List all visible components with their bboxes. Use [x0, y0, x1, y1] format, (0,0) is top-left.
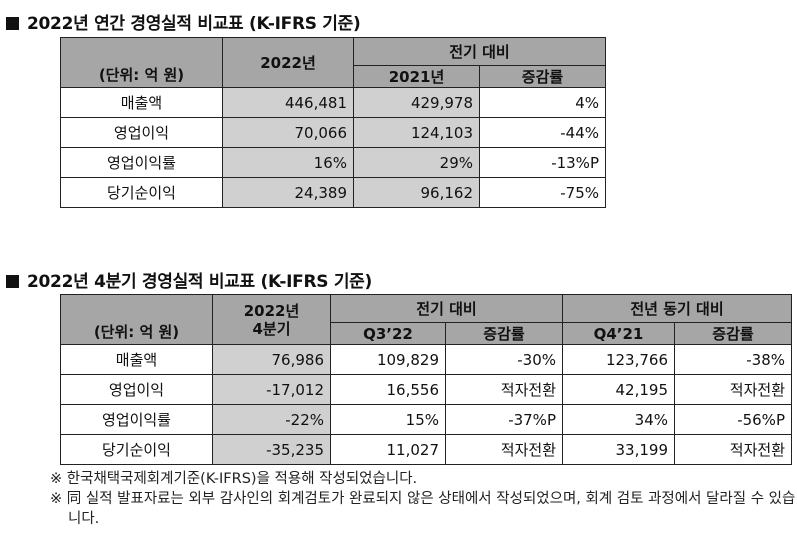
cell-q4py: 42,195: [562, 374, 675, 405]
col-header-change: 증감률: [479, 65, 606, 88]
row-label: 당기순이익: [60, 177, 223, 208]
cell-q4py: 33,199: [562, 434, 675, 465]
cell-qoq: -30%: [445, 344, 563, 375]
cell-current: 70,066: [222, 117, 354, 148]
footnote-ifrs: ※ 한국채택국제회계기준(K-IFRS)을 적용해 작성되었습니다.: [50, 471, 418, 487]
col-header-yoy-group: 전년 동기 대비: [562, 294, 792, 323]
cell-current: -17,012: [212, 374, 331, 405]
col-header-yoy-change: 증감률: [674, 322, 792, 345]
row-label: 당기순이익: [60, 434, 213, 465]
quarterly-results-table: (단위: 억 원) 2022년 4분기 전기 대비 전년 동기 대비 Q3’22…: [60, 294, 792, 465]
annual-results-table: (단위: 억 원) 2022년 전기 대비 2021년 증감률 매출액 446,…: [60, 37, 606, 208]
cell-q3: 15%: [330, 404, 446, 435]
row-label: 영업이익률: [60, 147, 223, 178]
row-label: 영업이익: [60, 117, 223, 148]
row-label: 매출액: [60, 87, 223, 118]
col-header-2022: 2022년: [222, 37, 354, 88]
cell-yoy: 적자전환: [674, 434, 792, 465]
cell-yoy: -38%: [674, 344, 792, 375]
unit-label: (단위: 억 원): [60, 294, 213, 345]
table-row: 영업이익률 -22% 15% -37%P 34% -56%P: [60, 404, 792, 435]
col-header-q3-22: Q3’22: [330, 322, 446, 345]
cell-current: -22%: [212, 404, 331, 435]
row-label: 영업이익: [60, 374, 213, 405]
cell-q4py: 34%: [562, 404, 675, 435]
row-label: 영업이익률: [60, 404, 213, 435]
cell-change: -13%P: [479, 147, 606, 178]
cell-current: 16%: [222, 147, 354, 178]
cell-q3: 16,556: [330, 374, 446, 405]
table-row: 매출액 446,481 429,978 4%: [60, 87, 606, 118]
footnote-audit: ※ 同 실적 발표자료는 외부 감사인의 회계검토가 완료되지 않은 상태에서 …: [50, 491, 796, 527]
cell-qoq: 적자전환: [445, 374, 563, 405]
cell-change: -75%: [479, 177, 606, 208]
cell-current: 446,481: [222, 87, 354, 118]
cell-prev: 29%: [353, 147, 480, 178]
cell-qoq: 적자전환: [445, 434, 563, 465]
cell-current: 76,986: [212, 344, 331, 375]
table-row: 매출액 76,986 109,829 -30% 123,766 -38%: [60, 344, 792, 375]
square-bullet-icon: [6, 275, 19, 288]
cell-change: -44%: [479, 117, 606, 148]
table-row: 영업이익 -17,012 16,556 적자전환 42,195 적자전환: [60, 374, 792, 405]
cell-q4py: 123,766: [562, 344, 675, 375]
cell-qoq: -37%P: [445, 404, 563, 435]
row-label: 매출액: [60, 344, 213, 375]
cell-change: 4%: [479, 87, 606, 118]
col-header-2022-q4: 2022년 4분기: [212, 294, 331, 345]
table-row: 당기순이익 -35,235 11,027 적자전환 33,199 적자전환: [60, 434, 792, 465]
footnotes: ※ 한국채택국제회계기준(K-IFRS)을 적용해 작성되었습니다. ※ 同 실…: [50, 469, 797, 529]
col-header-qoq-change: 증감률: [445, 322, 563, 345]
table-row: 영업이익 70,066 124,103 -44%: [60, 117, 606, 148]
col-header-prev-group: 전기 대비: [353, 37, 606, 66]
col-header-qoq-group: 전기 대비: [330, 294, 563, 323]
cell-q3: 11,027: [330, 434, 446, 465]
cell-current: 24,389: [222, 177, 354, 208]
table-row: 영업이익률 16% 29% -13%P: [60, 147, 606, 178]
cell-prev: 124,103: [353, 117, 480, 148]
cell-q3: 109,829: [330, 344, 446, 375]
col-header-q4-21: Q4’21: [562, 322, 675, 345]
annual-section-title: 2022년 연간 경영실적 비교표 (K-IFRS 기준): [6, 9, 361, 34]
cell-current: -35,235: [212, 434, 331, 465]
square-bullet-icon: [6, 17, 19, 30]
quarterly-section-title: 2022년 4분기 경영실적 비교표 (K-IFRS 기준): [6, 267, 372, 292]
unit-label: (단위: 억 원): [60, 37, 223, 88]
table-row: 당기순이익 24,389 96,162 -75%: [60, 177, 606, 208]
cell-prev: 429,978: [353, 87, 480, 118]
cell-yoy: 적자전환: [674, 374, 792, 405]
cell-prev: 96,162: [353, 177, 480, 208]
cell-yoy: -56%P: [674, 404, 792, 435]
col-header-2021: 2021년: [353, 65, 480, 88]
